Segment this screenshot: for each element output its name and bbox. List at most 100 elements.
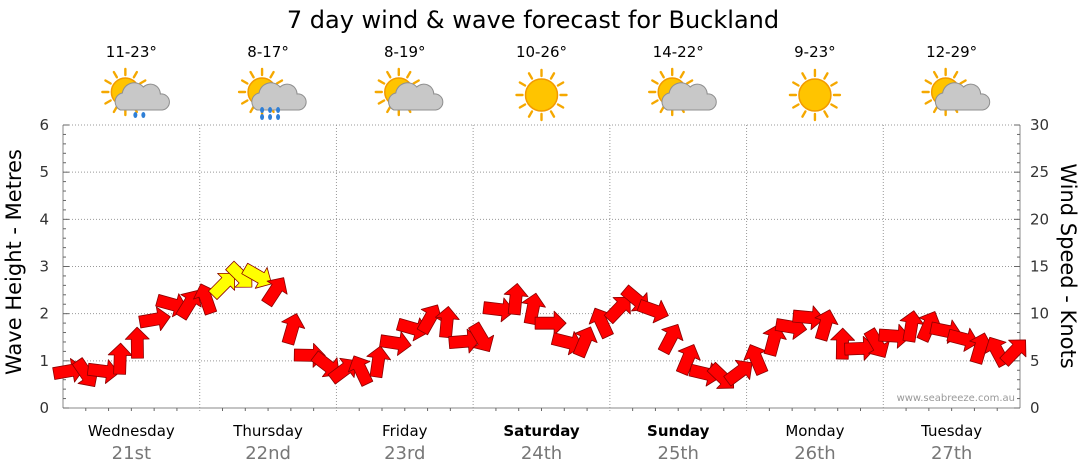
sun-ray xyxy=(406,70,412,79)
sun-ray xyxy=(792,103,800,109)
sun-ray xyxy=(527,72,534,80)
right-tick-label: 10 xyxy=(1030,305,1049,323)
sun-ray xyxy=(685,79,694,85)
sun-ray xyxy=(659,70,665,79)
sun-icon xyxy=(515,68,568,122)
rain-drop xyxy=(133,112,138,118)
wind-arrow xyxy=(743,344,769,376)
sun-ray xyxy=(556,81,565,87)
wind-arrow xyxy=(366,345,391,379)
right-tick-label: 0 xyxy=(1030,399,1040,417)
day-date-label: 27th xyxy=(931,443,972,464)
wind-arrow xyxy=(379,331,412,356)
sun-cloud-icon xyxy=(921,67,991,117)
grid xyxy=(63,124,1020,412)
day-date-label: 23rd xyxy=(384,443,425,464)
sun-ray xyxy=(932,70,939,79)
sun-ray xyxy=(240,99,249,105)
wind-arrow xyxy=(347,355,374,387)
wind-arrow xyxy=(124,326,150,359)
day-date-label: 26th xyxy=(794,443,835,464)
wind-arrow xyxy=(863,327,890,358)
day-name-label: Tuesday xyxy=(920,422,982,440)
chart-title: 7 day wind & wave forecast for Buckland xyxy=(287,6,779,34)
temperature-range: 11-23° xyxy=(106,43,157,61)
right-tick-label: 25 xyxy=(1030,163,1049,181)
wind-arrow xyxy=(916,311,942,343)
sun-ray xyxy=(952,70,959,79)
day-labels: Wednesday 21st Thursday 22nd Friday 23rd Satur… xyxy=(88,422,982,464)
wind-arrow xyxy=(468,321,495,353)
wind-arrow xyxy=(878,323,911,349)
sun-ray xyxy=(556,103,565,109)
day-date-label: 24th xyxy=(521,443,562,464)
left-tick-label: 6 xyxy=(39,116,49,134)
left-axis: 0 1 2 3 4 5 6 xyxy=(39,116,49,417)
temperature-range: 10-26° xyxy=(516,43,567,61)
sun-ray xyxy=(240,79,249,85)
left-tick-label: 5 xyxy=(39,163,49,181)
sun-ray xyxy=(377,99,386,105)
wind-arrow xyxy=(999,339,1027,367)
sun-ray xyxy=(823,110,829,118)
sun-cloud-rain-icon xyxy=(101,67,170,118)
wind-arrow xyxy=(416,304,443,336)
sun-cloud-heavy-rain-icon xyxy=(237,67,307,120)
wind-arrow xyxy=(830,327,855,360)
cloud-shape xyxy=(661,82,717,111)
wind-arrow xyxy=(434,306,460,339)
day-date-label: 21st xyxy=(112,443,151,464)
wind-arrow xyxy=(138,306,171,332)
wind-arrow xyxy=(946,327,979,352)
wind-arrow xyxy=(657,324,684,356)
day-date-label: 25th xyxy=(658,443,699,464)
sun-cloud-icon xyxy=(374,67,444,117)
cloud-shape xyxy=(251,82,307,111)
wind-arrow xyxy=(482,297,515,323)
rain-drop xyxy=(276,107,281,113)
day-headers: 11-23° 8-17° 8-19° 10-26° 14-22° 9-23° 12-29° xyxy=(101,43,991,122)
temperature-range: 12-29° xyxy=(926,43,977,61)
wind-arrow xyxy=(261,277,288,308)
left-tick-label: 3 xyxy=(39,258,49,276)
day-name-label: Thursday xyxy=(232,422,303,440)
sun-ray xyxy=(275,79,284,85)
day-name-label: Sunday xyxy=(647,422,710,440)
day-header: 9-23° xyxy=(788,43,842,122)
wind-arrow xyxy=(241,262,272,289)
sun-ray xyxy=(651,79,659,85)
sun-ray xyxy=(377,79,386,85)
temperature-range: 8-17° xyxy=(247,43,289,61)
temperature-range: 8-19° xyxy=(384,43,426,61)
day-header: 8-17° xyxy=(237,43,307,120)
sun-ray xyxy=(104,99,112,105)
sun-ray xyxy=(801,72,807,80)
right-tick-label: 30 xyxy=(1030,116,1049,134)
sun-ray xyxy=(549,72,556,80)
wind-arrow xyxy=(208,272,236,300)
sun-ray xyxy=(269,70,275,79)
left-tick-label: 2 xyxy=(39,305,49,323)
sun-ray xyxy=(518,103,527,109)
wind-arrows xyxy=(52,260,1027,389)
wind-arrow xyxy=(503,283,529,316)
wind-arrow xyxy=(603,296,631,325)
wind-arrow xyxy=(86,359,120,384)
day-header: 8-19° xyxy=(374,43,444,117)
left-tick-label: 0 xyxy=(39,399,49,417)
sun-ray xyxy=(830,81,838,87)
sun-disc xyxy=(524,78,559,112)
sun-ray xyxy=(830,103,838,109)
sun-ray xyxy=(104,79,112,85)
day-header: 12-29° xyxy=(921,43,991,117)
sun-ray xyxy=(823,72,829,80)
sun-ray xyxy=(518,81,527,87)
sun-icon xyxy=(788,68,842,122)
cloud-shape xyxy=(114,82,170,111)
sun-ray xyxy=(412,79,420,85)
cloud-shape xyxy=(388,82,444,111)
sun-ray xyxy=(249,70,255,79)
day-name-label: Monday xyxy=(785,422,844,440)
sun-ray xyxy=(132,70,139,79)
